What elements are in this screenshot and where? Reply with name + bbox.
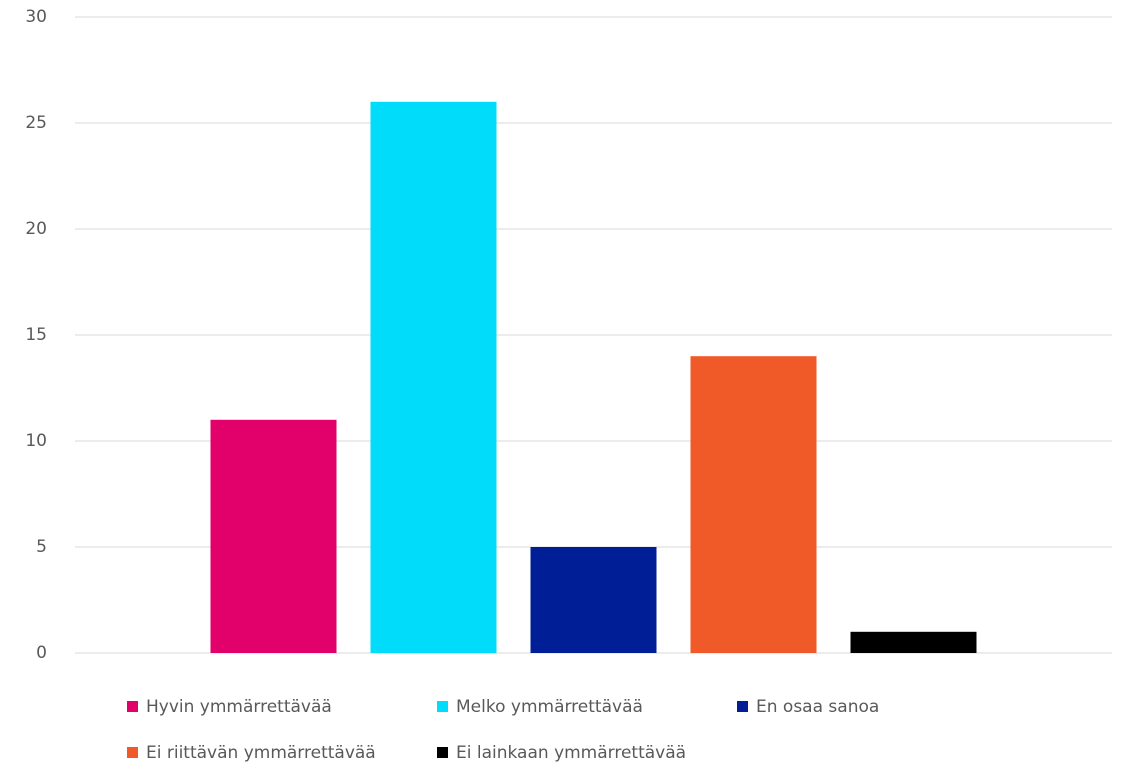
legend-label: Ei riittävän ymmärrettävää	[146, 743, 376, 763]
legend-label: Hyvin ymmärrettävää	[146, 697, 332, 717]
y-tick-label: 15	[25, 325, 47, 345]
bar	[850, 631, 977, 653]
y-tick-label: 30	[25, 7, 47, 27]
legend-label: En osaa sanoa	[756, 697, 879, 717]
legend-label: Ei lainkaan ymmärrettävää	[456, 743, 686, 763]
y-tick-label: 20	[25, 219, 47, 239]
y-tick-label: 25	[25, 113, 47, 133]
legend-swatch	[127, 747, 138, 758]
legend-swatch	[437, 747, 448, 758]
y-tick-label: 5	[36, 537, 47, 557]
bar	[690, 356, 817, 653]
legend-swatch	[737, 701, 748, 712]
y-tick-label: 0	[36, 643, 47, 663]
legend-label: Melko ymmärrettävää	[456, 697, 643, 717]
bar	[370, 101, 497, 654]
y-tick-label: 10	[25, 431, 47, 451]
bar	[530, 547, 657, 653]
bar	[210, 419, 337, 653]
legend-swatch	[437, 701, 448, 712]
legend-swatch	[127, 701, 138, 712]
